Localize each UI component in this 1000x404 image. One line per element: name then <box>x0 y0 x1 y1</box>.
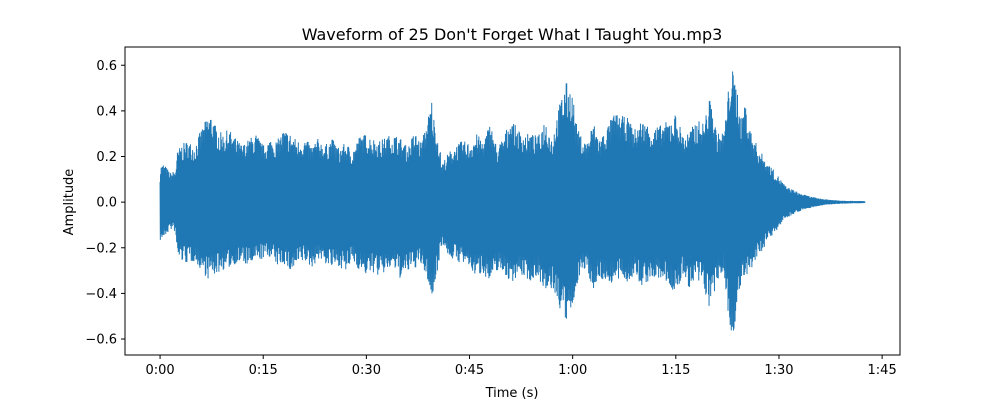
y-axis-label: Amplitude <box>62 169 77 236</box>
x-tick-label: 0:45 <box>455 363 484 378</box>
waveform-trace <box>159 71 866 331</box>
chart-title: Waveform of 25 Don't Forget What I Taugh… <box>302 25 723 44</box>
y-tick-label: 0.2 <box>96 150 117 165</box>
x-tick-label: 0:30 <box>352 363 381 378</box>
plot-frame <box>124 46 901 356</box>
x-tick-label: 0:00 <box>145 363 174 378</box>
x-tick-label: 1:45 <box>868 363 897 378</box>
x-tick-label: 0:15 <box>249 363 278 378</box>
x-tick-label: 1:00 <box>558 363 587 378</box>
plot-area <box>159 71 866 331</box>
y-tick-label: 0.0 <box>96 196 117 211</box>
x-tick-label: 1:15 <box>661 363 690 378</box>
x-tick-label: 1:30 <box>764 363 793 378</box>
y-tick-label: −0.2 <box>85 241 117 256</box>
x-axis: 0:00 0:15 0:30 0:45 1:00 1:15 1:30 1:45 <box>145 355 897 378</box>
y-tick-label: −0.6 <box>85 333 117 348</box>
y-tick-label: 0.6 <box>96 59 117 74</box>
x-axis-label: Time (s) <box>485 386 539 400</box>
y-axis: 0.6 0.4 0.2 0.0 −0.2 −0.4 −0.6 <box>85 59 125 348</box>
y-tick-label: 0.4 <box>96 104 117 119</box>
y-tick-label: −0.4 <box>85 287 117 302</box>
